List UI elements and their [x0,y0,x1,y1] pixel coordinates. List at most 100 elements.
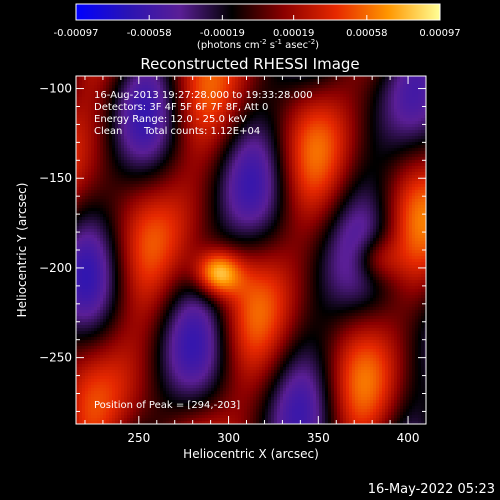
heatmap-cell [85,142,88,145]
heatmap-cell [418,97,421,100]
heatmap-cell [358,121,361,124]
heatmap-cell [325,169,328,172]
heatmap-cell [331,163,334,166]
heatmap-cell [136,175,139,178]
heatmap-cell [148,199,151,202]
heatmap-cell [226,193,229,196]
heatmap-cell [118,106,121,109]
heatmap-cell [406,133,409,136]
heatmap-cell [244,178,247,181]
heatmap-cell [358,184,361,187]
heatmap-cell [304,160,307,163]
heatmap-cell [205,85,208,88]
heatmap-cell [385,190,388,193]
heatmap-cell [301,91,304,94]
heatmap-cell [235,82,238,85]
heatmap-cell [334,133,337,136]
heatmap-cell [289,118,292,121]
heatmap-cell [106,79,109,82]
heatmap-cell [166,154,169,157]
heatmap-cell [196,202,199,205]
heatmap-cell [265,163,268,166]
heatmap-cell [136,157,139,160]
heatmap-cell [343,148,346,151]
heatmap-cell [85,79,88,82]
heatmap-cell [154,151,157,154]
heatmap-cell [139,76,142,79]
heatmap-cell [124,172,127,175]
heatmap-cell [415,193,418,196]
heatmap-cell [142,127,145,130]
heatmap-cell [292,136,295,139]
heatmap-cell [355,85,358,88]
heatmap-cell [130,160,133,163]
heatmap-cell [76,127,79,130]
heatmap-cell [187,178,190,181]
heatmap-cell [94,91,97,94]
heatmap-cell [205,166,208,169]
heatmap-cell [148,115,151,118]
heatmap-cell [316,91,319,94]
heatmap-cell [139,94,142,97]
heatmap-cell [388,118,391,121]
heatmap-cell [403,106,406,109]
heatmap-cell [163,145,166,148]
heatmap-cell [88,187,91,190]
heatmap-cell [415,124,418,127]
heatmap-cell [121,199,124,202]
heatmap-cell [268,160,271,163]
heatmap-cell [205,91,208,94]
heatmap-cell [223,91,226,94]
heatmap-cell [307,124,310,127]
heatmap-cell [283,103,286,106]
heatmap-cell [157,190,160,193]
heatmap-cell [142,172,145,175]
heatmap-cell [259,88,262,91]
heatmap-cell [160,169,163,172]
heatmap-cell [367,148,370,151]
heatmap-cell [412,193,415,196]
heatmap-cell [142,160,145,163]
heatmap-cell [166,163,169,166]
heatmap-cell [271,145,274,148]
heatmap-cell [235,109,238,112]
heatmap-cell [403,157,406,160]
heatmap-cell [148,130,151,133]
heatmap-cell [178,163,181,166]
heatmap-cell [310,187,313,190]
heatmap-cell [91,127,94,130]
heatmap-cell [340,169,343,172]
heatmap-cell [220,196,223,199]
heatmap-cell [100,151,103,154]
heatmap-cell [190,181,193,184]
heatmap-cell [244,163,247,166]
heatmap-cell [202,94,205,97]
heatmap-cell [187,193,190,196]
heatmap-cell [154,91,157,94]
heatmap-cell [181,139,184,142]
heatmap-cell [277,139,280,142]
heatmap-cell [277,184,280,187]
heatmap-cell [370,184,373,187]
heatmap-cell [343,106,346,109]
heatmap-cell [340,100,343,103]
heatmap-cell [376,82,379,85]
heatmap-cell [109,118,112,121]
heatmap-cell [193,163,196,166]
heatmap-cell [262,127,265,130]
heatmap-cell [82,136,85,139]
heatmap-cell [334,82,337,85]
heatmap-cell [91,82,94,85]
heatmap-cell [91,106,94,109]
heatmap-cell [385,118,388,121]
heatmap-cell [91,160,94,163]
heatmap-cell [190,178,193,181]
heatmap-cell [400,184,403,187]
heatmap-cell [184,127,187,130]
heatmap-cell [379,100,382,103]
heatmap-cell [88,175,91,178]
heatmap-cell [298,112,301,115]
heatmap-cell [178,187,181,190]
heatmap-cell [205,139,208,142]
heatmap-cell [79,178,82,181]
